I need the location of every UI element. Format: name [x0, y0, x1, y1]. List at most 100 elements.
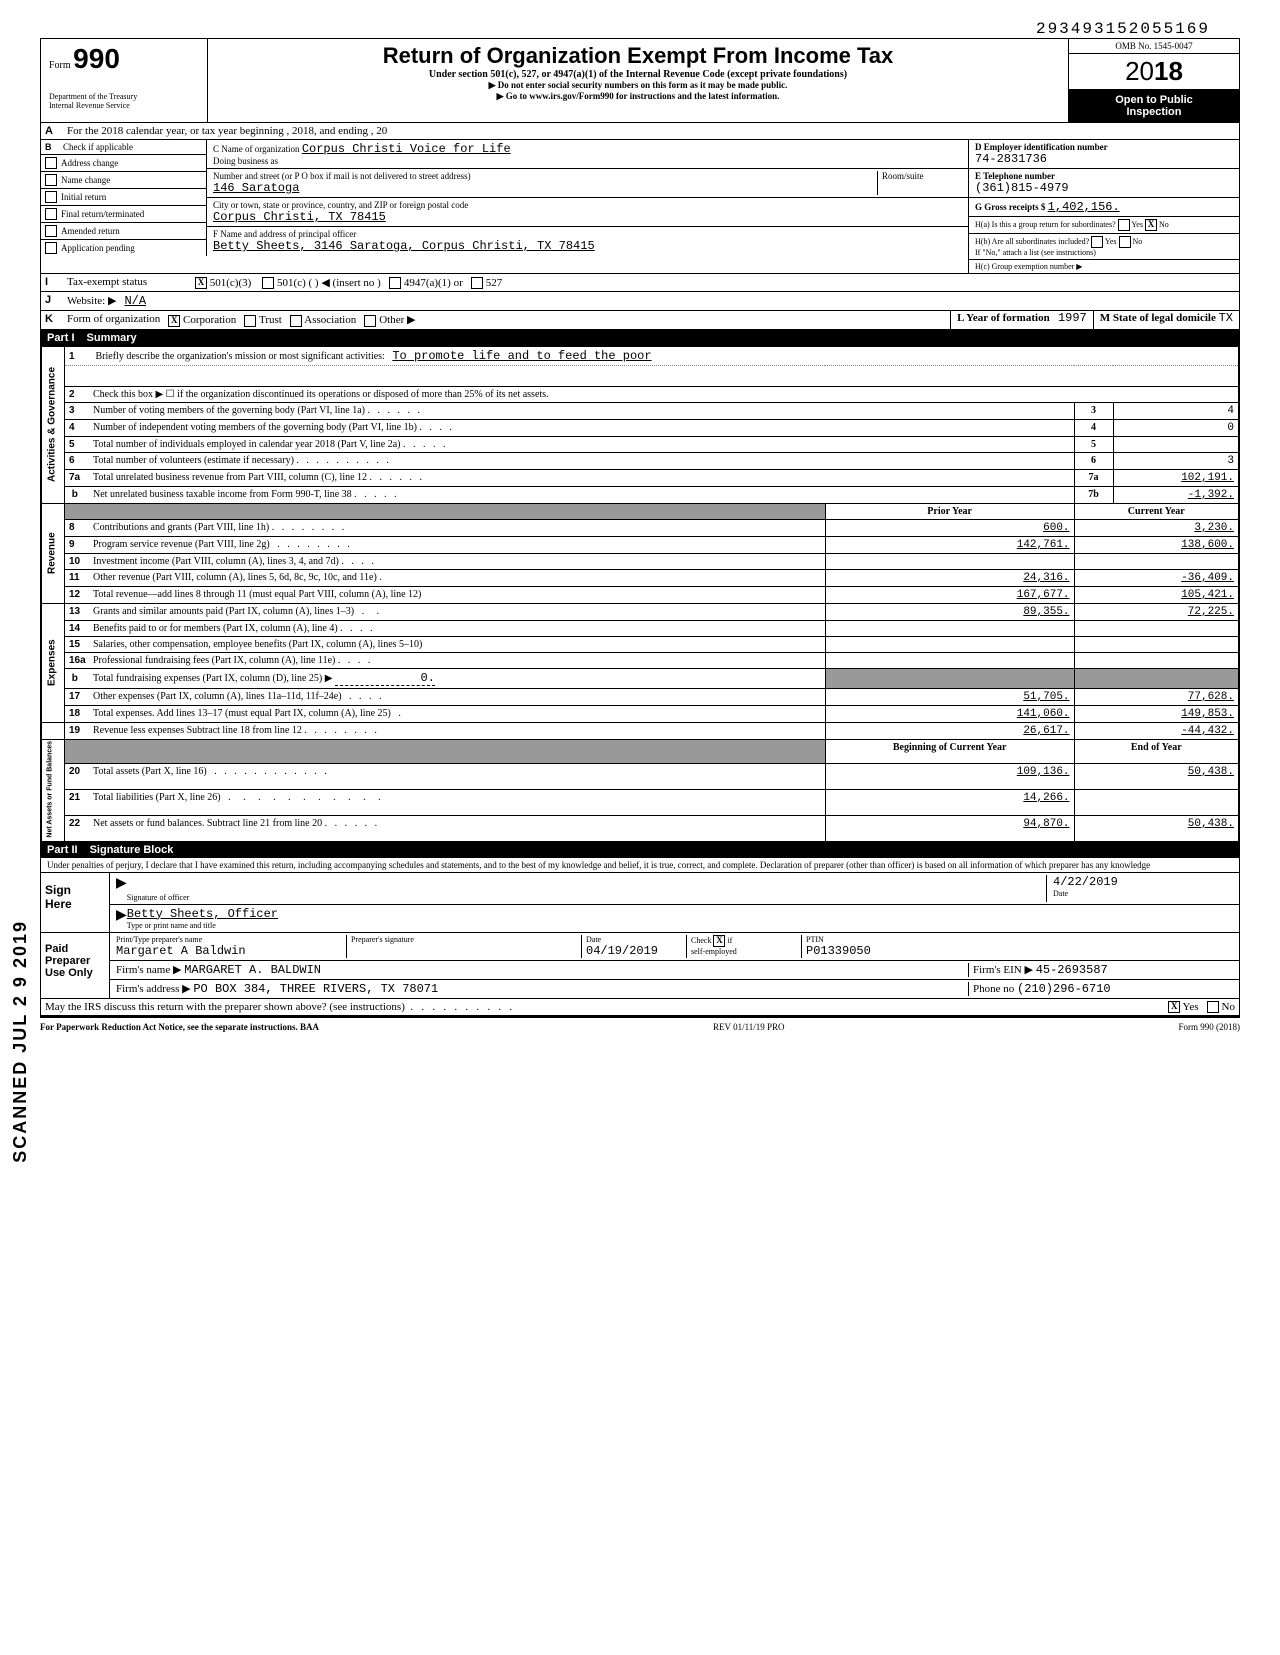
part2-title: Signature Block: [90, 844, 174, 856]
prep-phone: (210)296-6710: [1017, 982, 1111, 996]
line7b-text: Net unrelated business taxable income fr…: [93, 489, 352, 500]
line14-text: Benefits paid to or for members (Part IX…: [93, 623, 338, 634]
line10-cy: [1074, 553, 1238, 569]
website-value: N/A: [120, 292, 1239, 310]
line22-py: 94,870.: [825, 815, 1074, 841]
cb-discuss-yes[interactable]: X: [1168, 1001, 1180, 1013]
col-current-year: Current Year: [1074, 503, 1238, 519]
summary-table: Activities & Governance 1 Briefly descri…: [41, 346, 1239, 842]
g-gross-label: G Gross receipts $: [975, 202, 1045, 212]
name-title-label: Type or print name and title: [127, 921, 1233, 930]
mission-text: To promote life and to feed the poor: [392, 349, 651, 363]
discuss-no: No: [1222, 1001, 1235, 1013]
check-label: Check: [691, 935, 711, 944]
line6-text: Total number of volunteers (estimate if …: [93, 455, 294, 466]
cb-ha-no[interactable]: X: [1145, 219, 1157, 231]
perjury-statement: Under penalties of perjury, I declare th…: [41, 858, 1239, 873]
entity-block: BCheck if applicable Address change Name…: [41, 140, 1239, 274]
checkbox-column: BCheck if applicable Address change Name…: [41, 140, 207, 273]
cb-501c3[interactable]: X: [195, 277, 207, 289]
line13-cy: 72,225.: [1074, 603, 1238, 620]
line17-py: 51,705.: [825, 688, 1074, 705]
line15-cy: [1074, 636, 1238, 652]
form-subtitle: Under section 501(c), 527, or 4947(a)(1)…: [214, 69, 1062, 80]
form-label: Form: [49, 60, 71, 71]
omb-number: OMB No. 1545-0047: [1069, 39, 1239, 54]
line7a-num: 7a: [1074, 469, 1113, 486]
lbl-amended-return: Amended return: [61, 226, 120, 236]
phone-label: Phone no: [973, 983, 1014, 995]
cb-4947[interactable]: [389, 277, 401, 289]
rev-date: REV 01/11/19 PRO: [713, 1022, 785, 1032]
501c-label: 501(c) ( ) ◀ (insert no ): [277, 277, 381, 289]
ha-label: H(a) Is this a group return for subordin…: [975, 220, 1116, 229]
L-label: L Year of formation: [957, 312, 1050, 324]
lbl-initial-return: Initial return: [61, 192, 106, 202]
cb-application-pending[interactable]: [45, 242, 57, 254]
cb-501c[interactable]: [262, 277, 274, 289]
ha-no: No: [1159, 220, 1169, 229]
discuss-text: May the IRS discuss this return with the…: [45, 1001, 405, 1013]
prep-name-label: Print/Type preparer's name: [116, 935, 346, 944]
line3-text: Number of voting members of the governin…: [93, 405, 365, 416]
hb-note: If "No," attach a list (see instructions…: [975, 248, 1096, 257]
header-row: Form 990 Department of the Treasury Inte…: [41, 39, 1239, 123]
assoc-label: Association: [304, 314, 356, 326]
hc-label: H(c) Group exemption number ▶: [969, 260, 1239, 273]
form-990: Form 990 Department of the Treasury Inte…: [40, 38, 1240, 1018]
street-label: Number and street (or P O box if mail is…: [213, 171, 877, 181]
line20-py: 109,136.: [825, 764, 1074, 790]
line19-py: 26,617.: [825, 722, 1074, 739]
cb-trust[interactable]: [244, 315, 256, 327]
cb-corp[interactable]: X: [168, 315, 180, 327]
line7b-val: -1,392.: [1113, 486, 1238, 503]
line14-cy: [1074, 620, 1238, 636]
cb-initial-return[interactable]: [45, 191, 57, 203]
cb-final-return[interactable]: [45, 208, 57, 220]
row-j: J Website: ▶ N/A: [41, 292, 1239, 311]
firm-address: PO BOX 384, THREE RIVERS, TX 78071: [193, 982, 438, 996]
line16b-val: 0.: [335, 671, 435, 686]
row-i: I Tax-exempt status X 501(c)(3) 501(c) (…: [41, 274, 1239, 292]
line20-text: Total assets (Part X, line 16): [93, 766, 207, 777]
cb-self-employed[interactable]: X: [713, 935, 725, 947]
city-state-zip: Corpus Christi, TX 78415: [213, 210, 962, 224]
line5-text: Total number of individuals employed in …: [93, 439, 400, 450]
prep-sig-label: Preparer's signature: [351, 935, 581, 944]
line9-py: 142,761.: [825, 536, 1074, 553]
line21-py: 14,266.: [825, 789, 1074, 815]
arrow-icon-2: ▶: [116, 907, 127, 930]
vtab-expenses: Expenses: [42, 603, 65, 722]
cb-discuss-no[interactable]: [1207, 1001, 1219, 1013]
line18-py: 141,060.: [825, 705, 1074, 722]
cb-527[interactable]: [471, 277, 483, 289]
cb-amended-return[interactable]: [45, 225, 57, 237]
lbl-address-change: Address change: [61, 158, 118, 168]
col-end-year: End of Year: [1074, 739, 1238, 763]
col-begin-year: Beginning of Current Year: [825, 739, 1074, 763]
vtab-netassets: Net Assets or Fund Balances: [42, 739, 65, 841]
paid-preparer-label: Paid Preparer Use Only: [41, 933, 110, 998]
line12-py: 167,677.: [825, 586, 1074, 603]
self-employed-label: self-employed: [691, 947, 737, 956]
cb-assoc[interactable]: [290, 315, 302, 327]
cb-address-change[interactable]: [45, 157, 57, 169]
line4-num: 4: [1074, 419, 1113, 436]
part2-header: Part II Signature Block: [41, 842, 1239, 858]
discuss-yes: Yes: [1183, 1001, 1199, 1013]
line21-text: Total liabilities (Part X, line 26): [93, 792, 221, 803]
cb-hb-yes[interactable]: [1091, 236, 1103, 248]
cb-other[interactable]: [364, 315, 376, 327]
street-address: 146 Saratoga: [213, 181, 877, 195]
line5-num: 5: [1074, 436, 1113, 452]
line11-py: 24,316.: [825, 569, 1074, 586]
line7a-val: 102,191.: [1113, 469, 1238, 486]
shade-16b-2: [1074, 668, 1238, 688]
line21-cy: [1074, 789, 1238, 815]
line10-py: [825, 553, 1074, 569]
cb-hb-no[interactable]: [1119, 236, 1131, 248]
cb-name-change[interactable]: [45, 174, 57, 186]
line20-cy: 50,438.: [1074, 764, 1238, 790]
cb-ha-yes[interactable]: [1118, 219, 1130, 231]
url-note: ▶ Go to www.irs.gov/Form990 for instruct…: [214, 91, 1062, 102]
